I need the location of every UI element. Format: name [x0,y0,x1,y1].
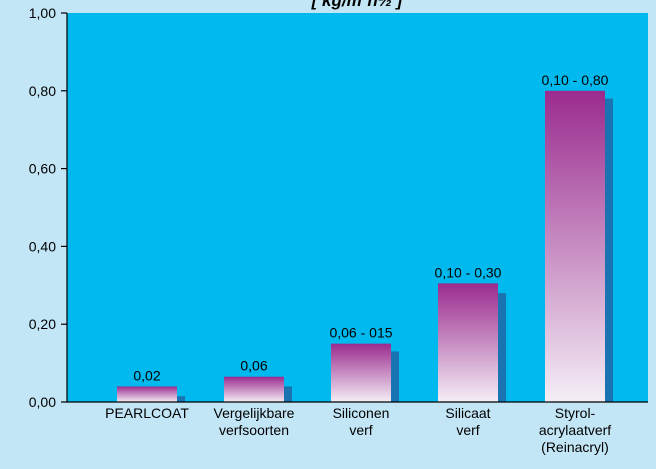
data-label: 0,02 [133,367,160,383]
axes-layer: 0,00 0,20 0,40 0,60 0,80 1,00 PEARLCOAT Vergeli… [29,5,648,455]
y-tick-label: 0,80 [29,83,56,99]
y-tick-label: 0,00 [29,394,56,410]
y-tick-label: 0,60 [29,161,56,177]
chart-title: [ kg/m²h½ ] [311,0,404,10]
y-tick-label: 0,40 [29,238,56,254]
data-label: 0,06 [240,358,267,374]
bar-shadow [605,98,613,402]
x-tick-label: (Reinacryl) [541,439,609,455]
data-labels-layer: 0,02 0,06 0,06 - 015 0,10 - 0,30 0,10 - 0,80 [133,72,608,384]
x-tick-label: verfsoorten [219,422,289,438]
data-label: 0,06 - 015 [329,325,392,341]
x-tick-label: Siliconen [333,405,390,421]
x-tick-label: PEARLCOAT [105,405,189,421]
bar [117,386,177,402]
bar [224,376,284,402]
bar-shadow [284,386,292,402]
bars-layer [117,90,613,403]
bar [545,90,605,403]
bar [438,283,498,402]
x-tick-label: verf [349,422,372,438]
bar-shadow [391,351,399,402]
bar [331,343,391,402]
x-tick-label: Styrol- [555,405,596,421]
bar-shadow [177,396,185,402]
data-label: 0,10 - 0,80 [542,72,609,88]
data-label: 0,10 - 0,30 [435,264,502,280]
y-tick-label: 0,20 [29,316,56,332]
y-tick-label: 1,00 [29,5,56,21]
x-tick-label: acrylaatverf [539,422,611,438]
x-tick-label: Silicaat [445,405,490,421]
x-tick-label: verf [456,422,479,438]
bar-shadow [498,293,506,402]
x-tick-label: Vergelijkbare [214,405,295,421]
